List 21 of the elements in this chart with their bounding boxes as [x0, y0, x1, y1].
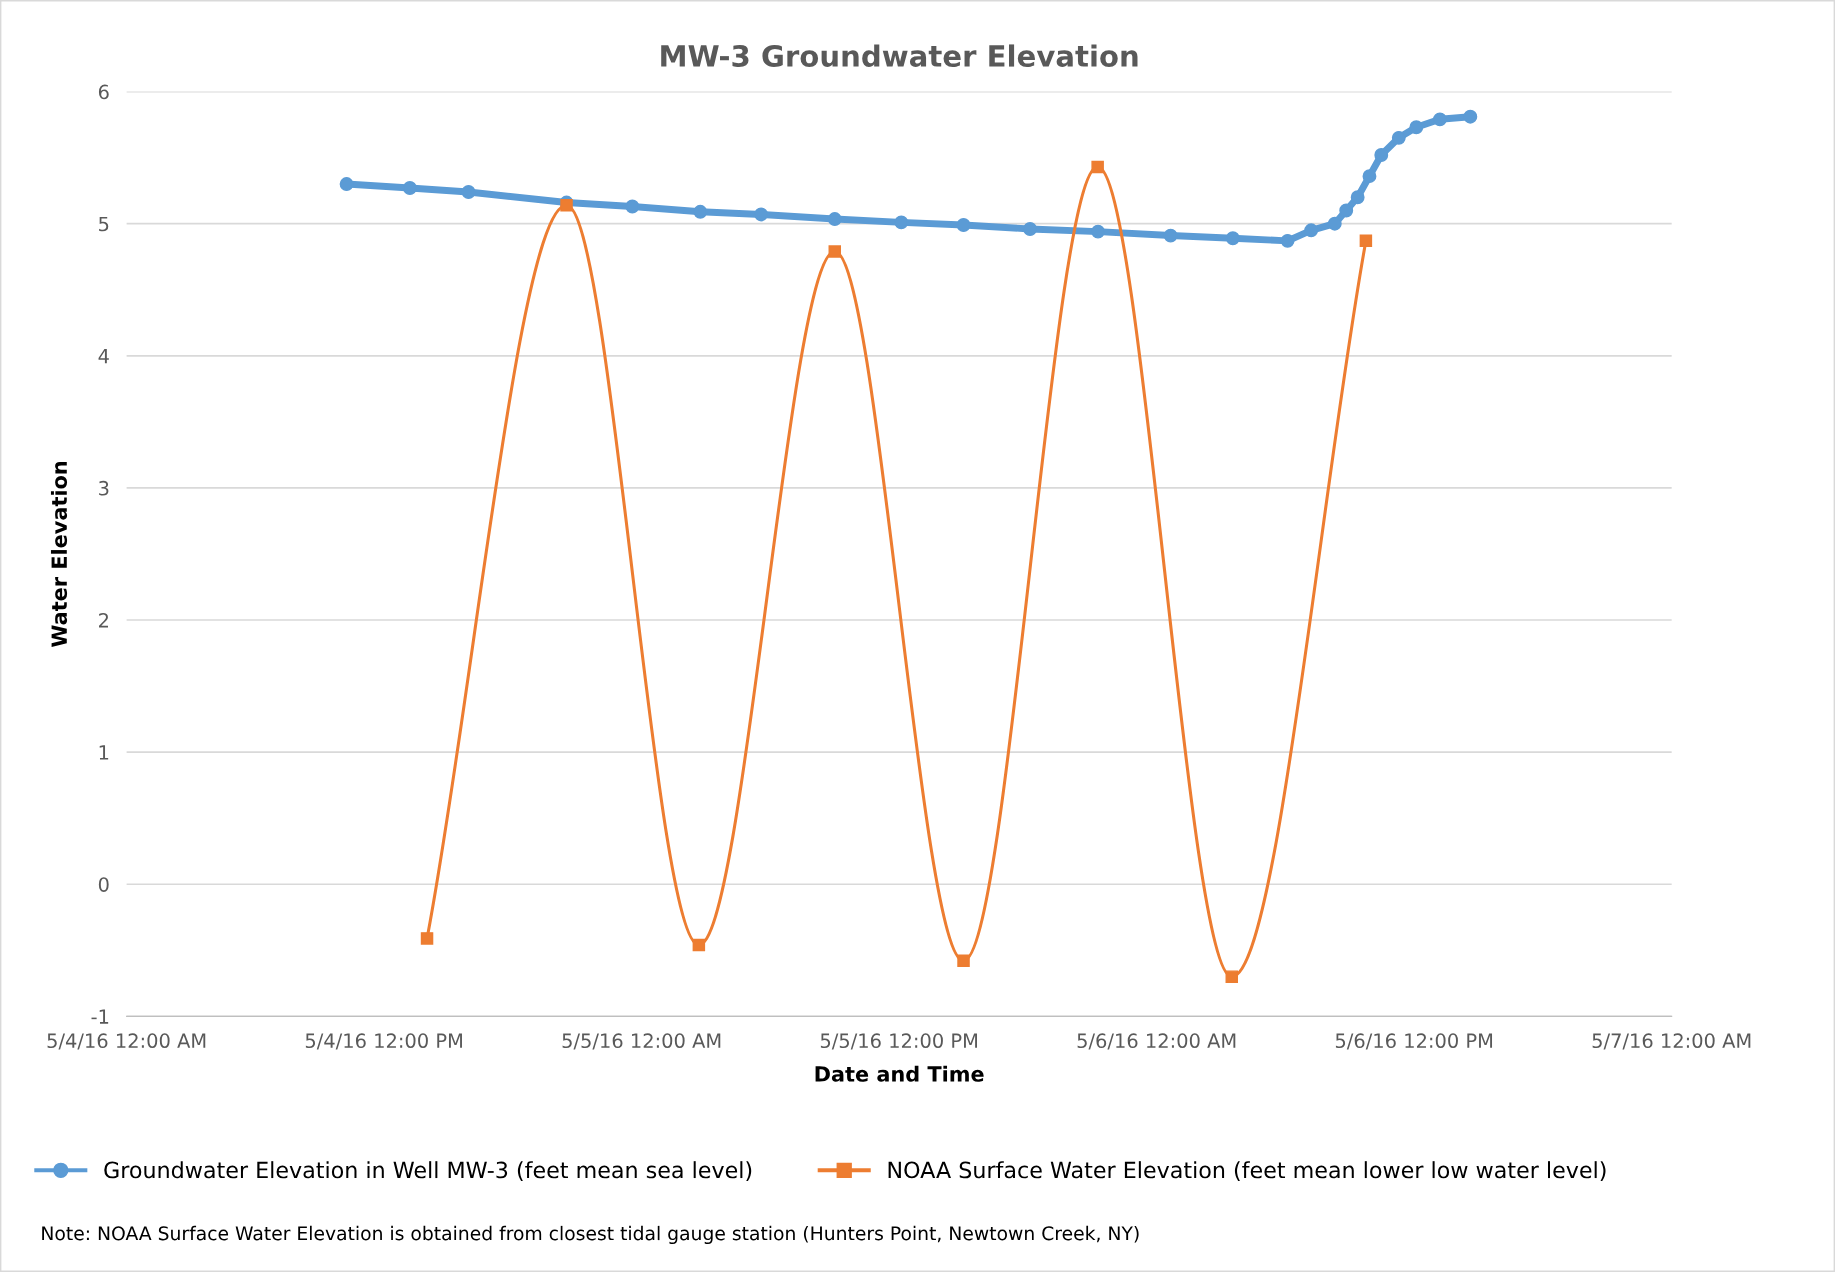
- text: Note: NOAA Surface Water Elevation is obtained from closest tidal gauge station (Hunters Point, Newtown Creek, NY): [42, 1225, 1139, 1245]
- x-tick-label: 5/4/16 12:00 AM: [47, 1033, 206, 1050]
- x-tick-label: 5/4/16 12:00 PM: [305, 1033, 462, 1050]
- y-tick-label: 1: [99, 745, 109, 760]
- y-tick-label: 3: [99, 480, 109, 496]
- legend-label: NOAA Surface Water Elevation (feet mean lower low water level): [888, 1161, 1606, 1181]
- x-tick-label: 5/5/16 12:00 AM: [562, 1033, 721, 1050]
- y-axis-title: Water Elevation: [50, 461, 68, 647]
- x-axis-title: Date and Time: [815, 1065, 984, 1082]
- y-tick-label: -1: [91, 1009, 109, 1024]
- x-tick-label: 5/6/16 12:00 PM: [1335, 1033, 1493, 1050]
- y-tick-label: 6: [98, 84, 109, 100]
- y-tick-label: 5: [99, 216, 109, 232]
- y-tick-label: 2: [99, 612, 108, 628]
- x-tick-label: 5/7/16 12:00 AM: [1592, 1033, 1751, 1050]
- x-tick-label: 5/6/16 12:00 AM: [1077, 1033, 1236, 1050]
- y-tick-label: 4: [98, 349, 109, 364]
- legend-label: Groundwater Elevation in Well MW-3 (feet mean sea level): [104, 1161, 752, 1181]
- x-tick-label: 5/5/16 12:00 PM: [820, 1033, 977, 1050]
- y-tick-label: 0: [98, 877, 109, 892]
- chart-title: MW-3 Groundwater Elevation: [661, 44, 1138, 67]
